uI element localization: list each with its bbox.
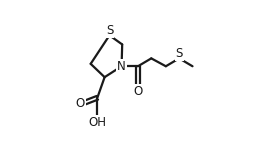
Text: O: O (133, 85, 143, 98)
Text: S: S (176, 47, 183, 60)
Text: N: N (117, 60, 126, 73)
Text: OH: OH (88, 116, 106, 128)
Text: S: S (106, 24, 113, 37)
Text: O: O (76, 97, 85, 110)
